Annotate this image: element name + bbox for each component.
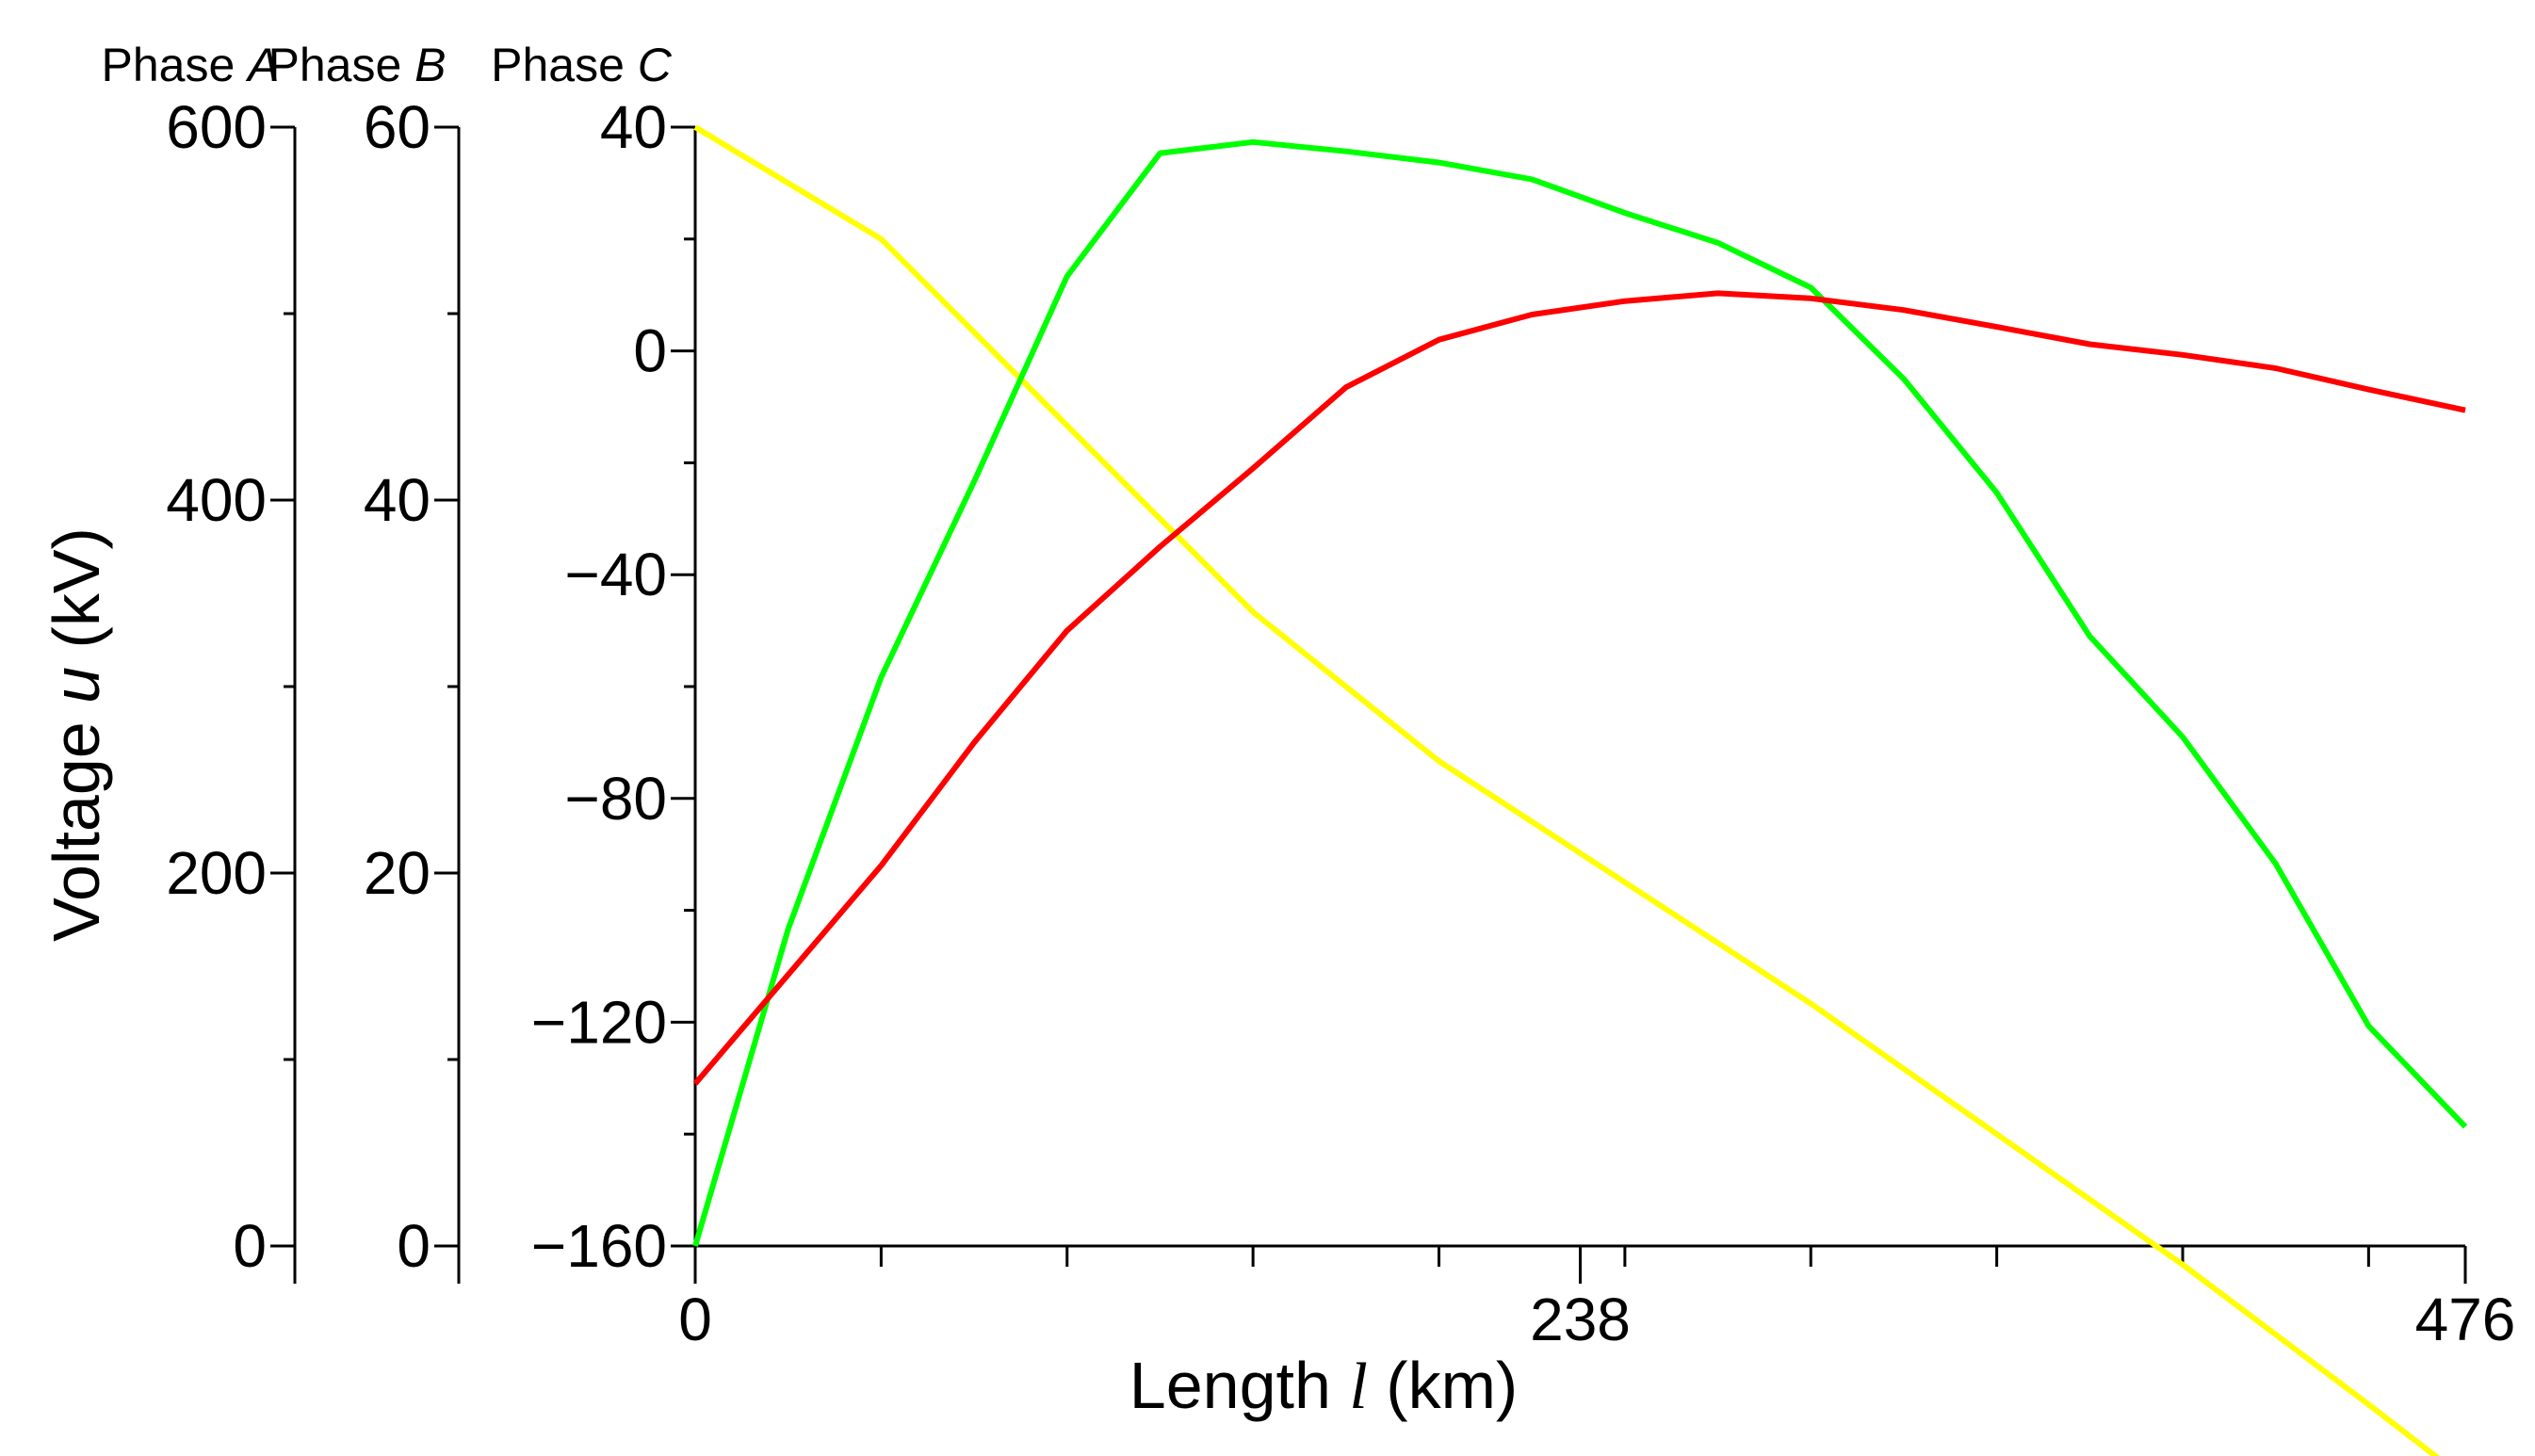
- x-axis-title-suffix: (km): [1368, 1349, 1518, 1422]
- x-axis-title: Length l (km): [1129, 1349, 1518, 1423]
- series-phase-b: [692, 138, 2468, 1247]
- y-axis-title-var: u: [40, 667, 113, 704]
- phase-label-text: Phase: [268, 39, 414, 91]
- x-axis-tick-label: 0: [678, 1286, 712, 1353]
- y-axis-1-tick-label: 0: [233, 1212, 267, 1280]
- x-axis-title-var: l: [1349, 1351, 1367, 1423]
- y-axis-3-tick-label: −40: [564, 541, 667, 608]
- y-axis-3-tick-label: −160: [531, 1212, 667, 1280]
- x-axis: 0 238 476: [678, 1244, 2516, 1353]
- svg-text:Voltage u (kV): Voltage u (kV): [40, 527, 113, 942]
- series-layer: [692, 124, 2468, 1456]
- y-axis-1-tick-label: 400: [166, 466, 267, 534]
- series-line-phase-b: [692, 138, 2468, 1247]
- y-axis-2-tick-label: 60: [364, 93, 431, 161]
- y-axis-title: Voltage u (kV): [40, 527, 113, 942]
- phase-label-var: C: [638, 39, 673, 91]
- series-phase-a: [693, 124, 2441, 1456]
- series-line-phase-c: [692, 290, 2466, 1086]
- phase-label-c: Phase C: [491, 39, 673, 91]
- y-axis-3-tick-label: −120: [531, 988, 667, 1056]
- phase-label-var: A: [245, 39, 279, 91]
- y-axis-title-suffix: (kV): [40, 527, 113, 667]
- x-axis-tick-label: 238: [1530, 1286, 1631, 1353]
- y-axis-2-tick-label: 40: [364, 466, 431, 534]
- series-line-phase-a: [693, 124, 2441, 1456]
- y-axis-3-tick-label: 0: [633, 317, 667, 385]
- svg-text:Length l (km): Length l (km): [1129, 1349, 1518, 1423]
- x-axis-tick-label: 476: [2415, 1286, 2516, 1353]
- phase-label-text: Phase: [491, 39, 638, 91]
- y-axis-2-tick-label: 0: [397, 1212, 431, 1280]
- y-axis-3-tick-label: −80: [564, 765, 667, 833]
- y-axis-1-tick-label: 200: [166, 839, 267, 907]
- phase-label-var: B: [414, 39, 446, 91]
- phase-label-a: Phase A: [101, 39, 279, 91]
- phase-label-text: Phase: [101, 39, 248, 91]
- y-axis-3-tick-label: 40: [600, 93, 667, 161]
- y-axis-1-tick-label: 600: [166, 93, 267, 161]
- y-axis-title-prefix: Voltage: [40, 704, 113, 942]
- x-axis-title-prefix: Length: [1129, 1349, 1350, 1422]
- y-axis-2-tick-label: 20: [364, 839, 431, 907]
- series-phase-c: [692, 290, 2466, 1086]
- phase-label-b: Phase B: [268, 39, 446, 91]
